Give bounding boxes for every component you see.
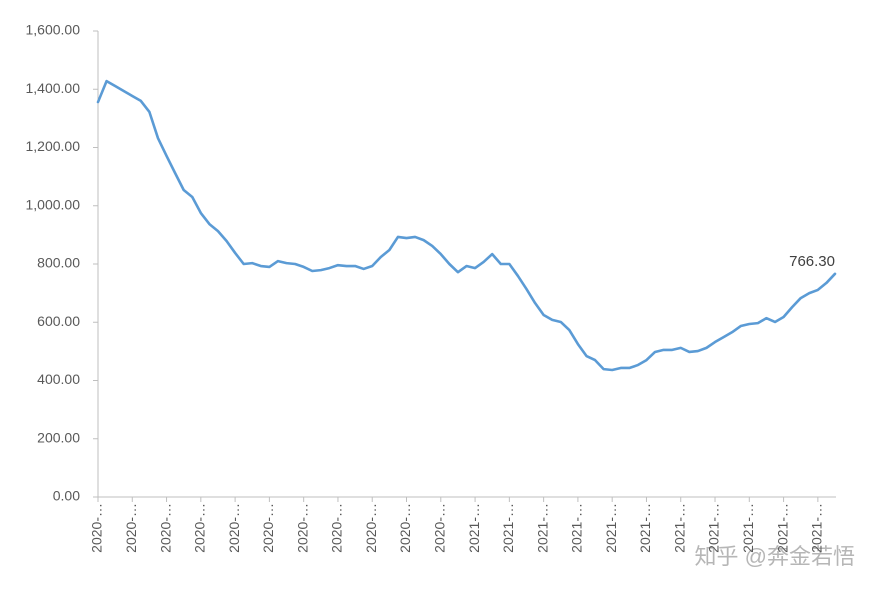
x-tick-label: 2021-… [740,503,756,553]
x-tick-label: 2020-… [294,503,310,553]
watermark: 知乎 @奔金若悟 [695,544,855,569]
x-tick-label: 2021-… [671,503,687,553]
data-label: 766.30 [789,253,835,270]
y-tick-label: 1,400.00 [26,80,81,96]
y-tick-label: 400.00 [37,371,80,387]
x-tick-label: 2020-… [89,503,105,553]
x-tick-label: 2020-… [192,503,208,553]
y-tick-label: 1,000.00 [26,196,81,212]
y-tick-label: 200.00 [37,429,80,445]
x-tick-label: 2021-… [706,503,722,553]
x-tick-label: 2020-… [431,503,447,553]
x-tick-label: 2021-… [534,503,550,553]
y-tick-label: 0.00 [53,488,80,504]
x-tick-label: 2020-… [329,503,345,553]
line-series [96,79,837,372]
x-tick-label: 2021-… [466,503,482,553]
y-tick-label: 1,600.00 [26,22,81,38]
x-tick-label: 2020-… [226,503,242,553]
x-tick-label: 2020-… [123,503,139,553]
y-tick-label: 800.00 [37,255,80,271]
x-tick-label: 2020-… [363,503,379,553]
y-tick-label: 600.00 [37,313,80,329]
x-tick-label: 2021-… [637,503,653,553]
x-tick-label: 2021-… [500,503,516,553]
x-tick-label: 2021-… [603,503,619,553]
x-tick-label: 2021-… [569,503,585,553]
x-tick-label: 2020-… [157,503,173,553]
y-tick-label: 1,200.00 [26,138,81,154]
x-tick-label: 2021-… [809,503,825,553]
x-tick-label: 2021-… [774,503,790,553]
x-tick-label: 2020-… [397,503,413,553]
x-tick-label: 2020-… [260,503,276,553]
